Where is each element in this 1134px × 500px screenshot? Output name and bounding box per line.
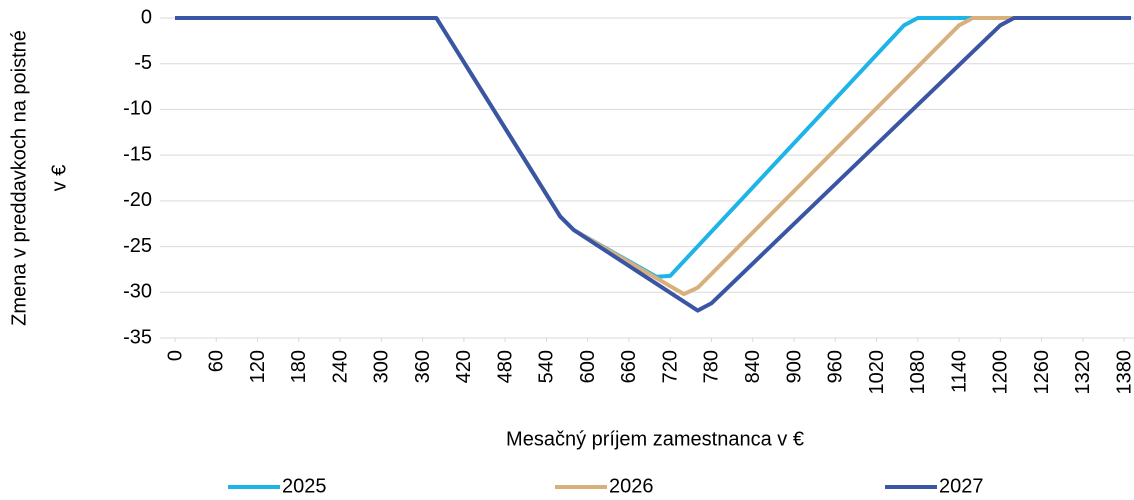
x-tick-label: 720: [659, 350, 681, 383]
series-line: [175, 16, 1131, 313]
x-tick-label: 1140: [948, 350, 970, 393]
x-tick-label: 1320: [1072, 350, 1094, 395]
x-tick-label: 0: [164, 350, 186, 361]
x-tick-label: 780: [701, 350, 723, 383]
x-tick-label: 1380: [1113, 350, 1134, 395]
legend-label: 2025: [282, 475, 327, 497]
x-tick-label: 900: [783, 350, 805, 383]
y-axis-title: v €: [48, 165, 70, 192]
y-axis-title: Zmena v preddavkoch na poistné: [8, 30, 30, 326]
series-line: [175, 16, 1131, 297]
y-tick-label: -35: [123, 326, 152, 348]
x-tick-label: 300: [371, 350, 393, 383]
x-tick-label: 600: [577, 350, 599, 383]
x-tick-label: 960: [825, 350, 847, 383]
x-tick-label: 1200: [990, 350, 1012, 395]
x-axis-title: Mesačný príjem zamestnanca v €: [506, 428, 804, 450]
legend-label: 2026: [609, 475, 654, 497]
y-tick-label: -25: [123, 235, 152, 257]
x-tick-label: 180: [288, 350, 310, 383]
x-tick-label: 60: [206, 350, 228, 372]
x-tick-label: 1020: [866, 350, 888, 395]
series-line: [175, 16, 1131, 279]
x-tick-label: 360: [412, 350, 434, 383]
x-tick-label: 1260: [1031, 350, 1053, 395]
x-tick-label: 420: [453, 350, 475, 383]
y-tick-label: -10: [123, 98, 152, 120]
x-tick-label: 480: [494, 350, 516, 383]
legend-label: 2027: [939, 475, 984, 497]
y-tick-label: -30: [123, 281, 152, 303]
y-tick-label: 0: [141, 6, 152, 28]
y-tick-label: -15: [123, 143, 152, 165]
x-tick-label: 120: [247, 350, 269, 383]
x-tick-label: 240: [329, 350, 351, 383]
y-tick-label: -20: [123, 189, 152, 211]
x-tick-label: 840: [742, 350, 764, 383]
x-tick-label: 540: [536, 350, 558, 383]
x-tick-label: 660: [618, 350, 640, 383]
x-tick-label: 1080: [907, 350, 929, 395]
y-tick-label: -5: [134, 52, 152, 74]
